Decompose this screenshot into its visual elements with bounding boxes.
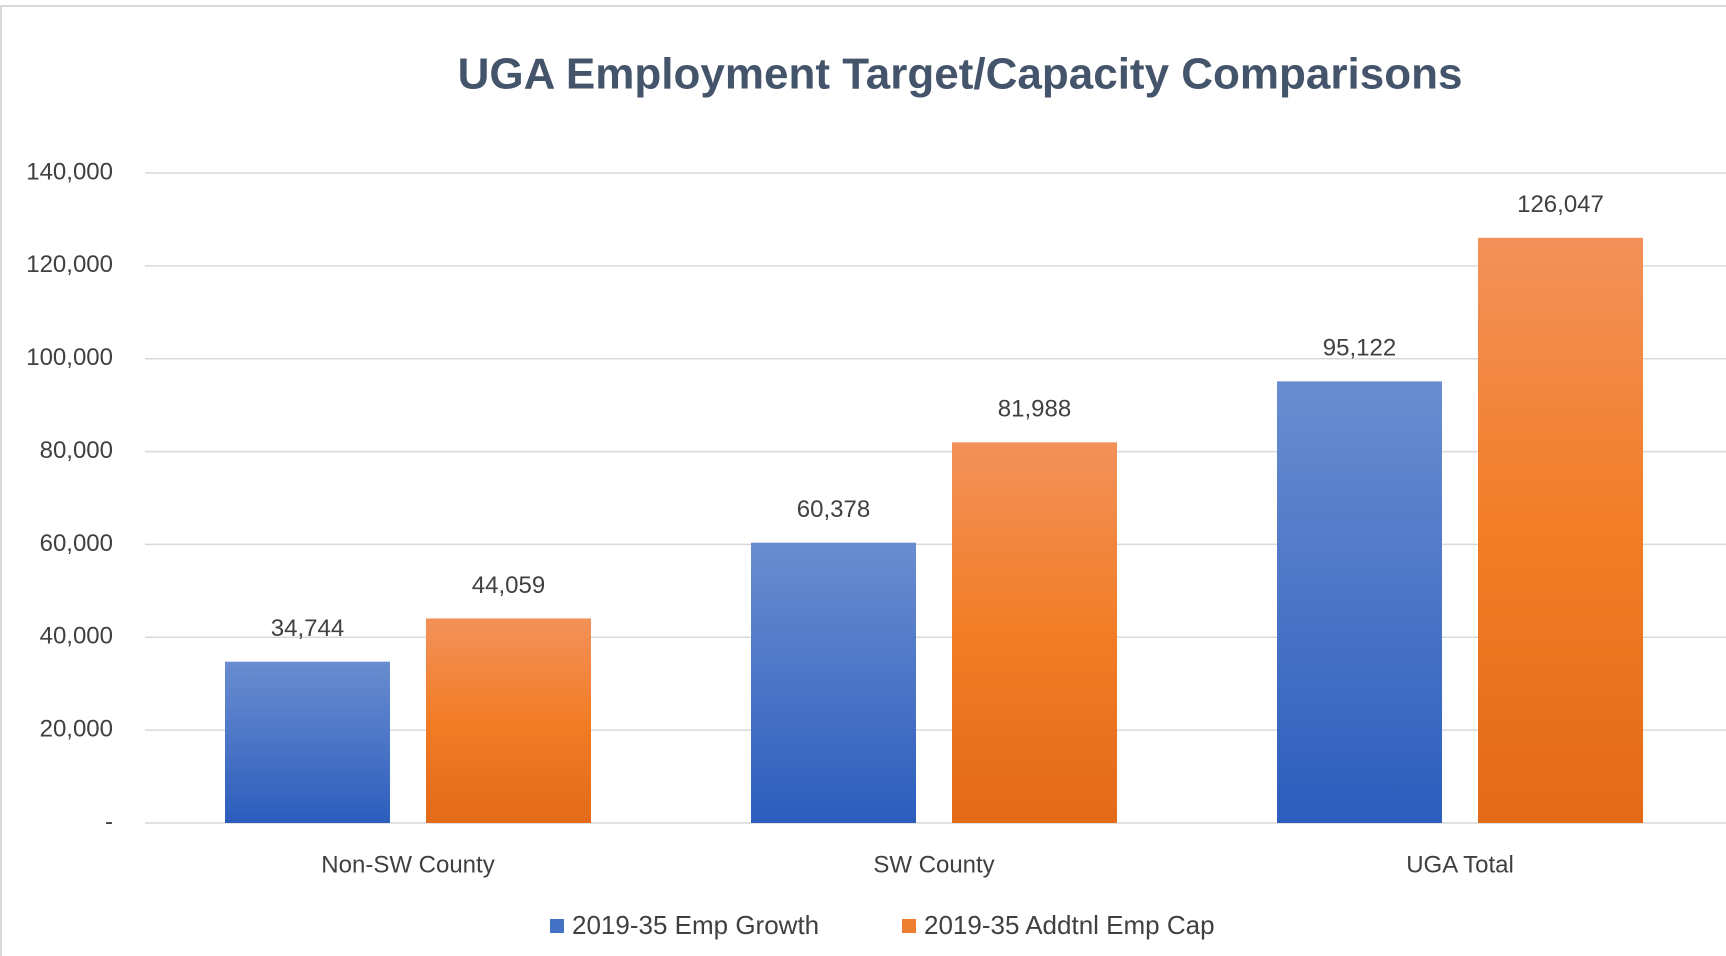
y-tick-label: 40,000 <box>40 623 113 650</box>
y-tick-label: 80,000 <box>40 437 113 464</box>
x-tick-label: UGA Total <box>1406 851 1514 878</box>
chart-title: UGA Employment Target/Capacity Compariso… <box>458 50 1463 99</box>
bar <box>1478 237 1643 823</box>
bar <box>952 442 1117 823</box>
legend-label: 2019-35 Addtnl Emp Cap <box>924 910 1215 940</box>
legend-swatch <box>902 919 916 933</box>
bar <box>1277 381 1442 823</box>
data-label: 44,059 <box>472 572 545 599</box>
data-label: 126,047 <box>1517 191 1604 218</box>
data-label: 81,988 <box>998 396 1071 423</box>
legend-label: 2019-35 Emp Growth <box>572 910 819 940</box>
data-label: 60,378 <box>797 496 870 523</box>
legend-swatch <box>550 919 564 933</box>
chart-border <box>0 5 1726 956</box>
bar <box>751 542 916 823</box>
y-tick-label: 140,000 <box>26 158 113 185</box>
x-tick-label: SW County <box>873 851 994 878</box>
y-tick-label: - <box>105 808 113 835</box>
y-tick-label: 60,000 <box>40 530 113 557</box>
x-tick-label: Non-SW County <box>321 851 494 878</box>
data-label: 95,122 <box>1323 335 1396 362</box>
y-tick-label: 120,000 <box>26 251 113 278</box>
data-label: 34,744 <box>271 615 344 642</box>
y-tick-label: 100,000 <box>26 344 113 371</box>
bar <box>225 661 390 823</box>
bar <box>426 618 591 823</box>
y-tick-label: 20,000 <box>40 715 113 742</box>
